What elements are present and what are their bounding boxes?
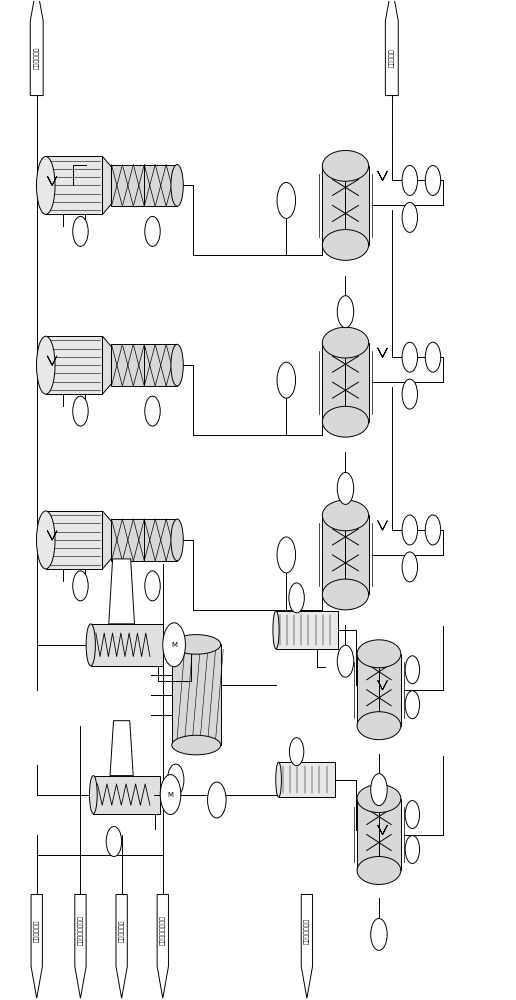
- Text: 来自氯化铵高位仓: 来自氯化铵高位仓: [160, 915, 166, 945]
- Ellipse shape: [273, 611, 279, 649]
- Circle shape: [337, 472, 353, 504]
- Ellipse shape: [322, 406, 368, 437]
- Bar: [91, 624, 163, 666]
- Text: M: M: [168, 792, 173, 798]
- Bar: [111, 344, 144, 386]
- Polygon shape: [75, 894, 86, 998]
- Polygon shape: [103, 336, 111, 394]
- Circle shape: [402, 342, 417, 372]
- Circle shape: [160, 775, 181, 815]
- Circle shape: [402, 552, 417, 582]
- Ellipse shape: [322, 327, 368, 358]
- Circle shape: [425, 515, 441, 545]
- Ellipse shape: [171, 519, 183, 561]
- Circle shape: [289, 738, 304, 766]
- Circle shape: [402, 202, 417, 232]
- Circle shape: [405, 691, 420, 719]
- Circle shape: [425, 165, 441, 195]
- Bar: [279, 762, 335, 797]
- Text: 来自硅化镁高位仓: 来自硅化镁高位仓: [78, 915, 83, 945]
- Circle shape: [277, 182, 296, 218]
- Circle shape: [145, 216, 160, 246]
- Bar: [111, 165, 144, 206]
- Circle shape: [425, 342, 441, 372]
- Text: 至粗硅烷储槽: 至粗硅烷储槽: [34, 47, 40, 69]
- Bar: [322, 515, 368, 594]
- Bar: [322, 166, 368, 245]
- Ellipse shape: [322, 579, 368, 610]
- Ellipse shape: [89, 776, 97, 814]
- Polygon shape: [301, 894, 313, 998]
- Bar: [357, 654, 401, 726]
- Circle shape: [277, 537, 296, 573]
- Circle shape: [73, 396, 88, 426]
- Circle shape: [277, 362, 296, 398]
- Ellipse shape: [37, 156, 55, 214]
- Circle shape: [106, 827, 122, 857]
- Bar: [46, 156, 103, 214]
- Circle shape: [370, 918, 387, 950]
- Circle shape: [337, 645, 353, 677]
- Polygon shape: [31, 894, 42, 998]
- Bar: [93, 776, 160, 814]
- Circle shape: [73, 571, 88, 601]
- Circle shape: [402, 515, 417, 545]
- Circle shape: [337, 296, 353, 328]
- Ellipse shape: [37, 511, 55, 569]
- Bar: [111, 519, 144, 561]
- Ellipse shape: [172, 635, 221, 654]
- Polygon shape: [116, 894, 127, 998]
- Polygon shape: [30, 0, 43, 96]
- Circle shape: [402, 379, 417, 409]
- Circle shape: [207, 782, 226, 818]
- Polygon shape: [103, 511, 111, 569]
- Ellipse shape: [322, 150, 368, 181]
- Ellipse shape: [357, 640, 401, 668]
- Polygon shape: [385, 0, 398, 96]
- Ellipse shape: [171, 344, 183, 386]
- Circle shape: [402, 165, 417, 195]
- Text: 至真空缓冲槽: 至真空缓冲槽: [34, 919, 40, 942]
- Circle shape: [145, 571, 160, 601]
- Bar: [144, 519, 177, 561]
- Circle shape: [405, 656, 420, 684]
- Ellipse shape: [322, 230, 368, 260]
- Ellipse shape: [357, 785, 401, 813]
- Bar: [144, 344, 177, 386]
- Text: 至真空缓冲槽: 至真空缓冲槽: [119, 919, 124, 942]
- Polygon shape: [109, 559, 135, 624]
- Ellipse shape: [171, 165, 183, 206]
- Polygon shape: [110, 721, 133, 776]
- Text: 至盐酸储槽: 至盐酸储槽: [389, 49, 395, 67]
- Text: M: M: [171, 642, 177, 648]
- Ellipse shape: [357, 857, 401, 884]
- Circle shape: [145, 396, 160, 426]
- Ellipse shape: [276, 762, 281, 797]
- Circle shape: [289, 583, 304, 613]
- Bar: [276, 611, 338, 649]
- Bar: [172, 644, 221, 745]
- Circle shape: [167, 764, 184, 796]
- Ellipse shape: [86, 624, 95, 666]
- Polygon shape: [157, 894, 168, 998]
- Bar: [46, 336, 103, 394]
- Circle shape: [163, 623, 185, 667]
- Bar: [144, 165, 177, 206]
- Ellipse shape: [322, 500, 368, 531]
- Circle shape: [405, 836, 420, 863]
- Circle shape: [73, 216, 88, 246]
- Bar: [46, 511, 103, 569]
- Ellipse shape: [357, 712, 401, 740]
- Polygon shape: [103, 156, 111, 214]
- Bar: [322, 343, 368, 422]
- Circle shape: [370, 774, 387, 806]
- Text: 来自液氯化二槽: 来自液氯化二槽: [304, 917, 310, 944]
- Ellipse shape: [172, 735, 221, 755]
- Bar: [357, 799, 401, 870]
- Ellipse shape: [37, 336, 55, 394]
- Circle shape: [405, 801, 420, 829]
